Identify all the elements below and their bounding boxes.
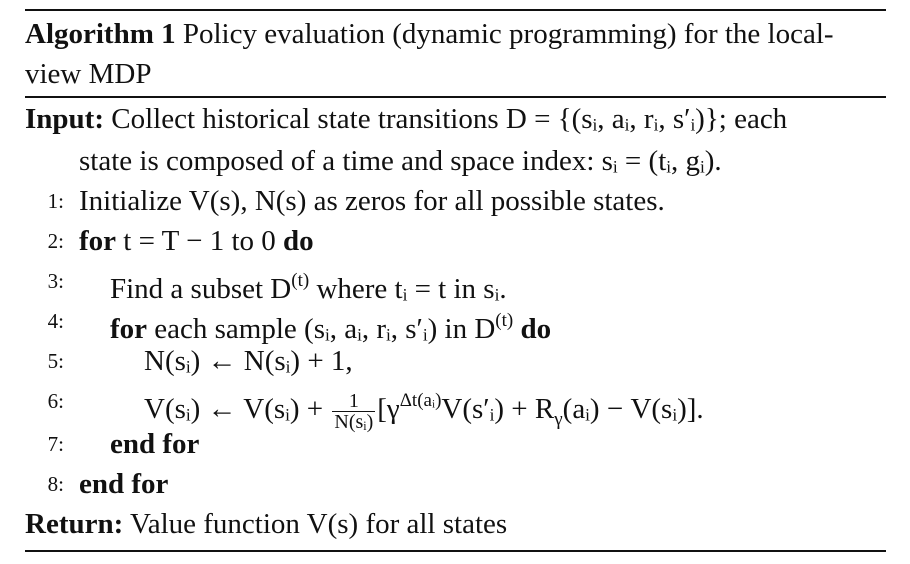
algorithm-line-7: end for [110,425,199,463]
line-text: V(sᵢ) ← V(sᵢ) + [144,393,331,425]
line-number: 2: [47,229,64,253]
line-text: N(sᵢ) ← N(sᵢ) + 1, [144,345,353,377]
line-text: Initialize V(s), N(s) as zeros for all p… [79,185,665,217]
algorithm-line-1: Initialize V(s), N(s) as zeros for all p… [79,182,665,220]
input-text-2: state is composed of a time and space in… [79,145,722,177]
algorithm-line-5: N(sᵢ) ← N(sᵢ) + 1, [144,342,353,380]
line-text: where tᵢ = t in sᵢ. [309,273,507,305]
line-number: 3: [47,269,64,293]
keyword-do: do [513,313,552,345]
line-text: each sample (sᵢ, aᵢ, rᵢ, s′ᵢ) in D [147,313,496,345]
superscript: (t) [495,310,514,331]
line-number: 4: [47,309,64,333]
input-line-continued: state is composed of a time and space in… [79,142,722,180]
input-label: Input: [25,103,104,135]
algorithm-line-2: for t = T − 1 to 0 do [79,222,314,260]
line-text: t = T − 1 to 0 [116,225,284,257]
keyword-end-for: end for [79,468,169,500]
input-text-1: Collect historical state transitions D =… [111,103,788,135]
line-text: [γ [377,393,400,425]
return-line: Return: Value function V(s) for all stat… [25,505,507,543]
caption-rule [25,96,886,98]
fraction-denominator: N(sᵢ) [334,410,374,433]
return-text: Value function V(s) for all states [130,508,508,540]
algorithm-line-4: for each sample (sᵢ, aᵢ, rᵢ, s′ᵢ) in D(t… [110,302,551,348]
algorithm-line-6: V(sᵢ) ← V(sᵢ) + 1 N(sᵢ) [γΔt(aᵢ)V(s′ᵢ) + R… [144,382,704,439]
line-text: (aᵢ) − V(sᵢ)]. [562,393,704,425]
keyword-do: do [283,225,314,257]
algorithm-caption: Algorithm 1 Policy evaluation (dynamic p… [25,14,886,94]
superscript: (t) [291,270,310,291]
keyword-for: for [79,225,117,257]
algorithm-line-3: Find a subset D(t) where tᵢ = t in sᵢ. [110,262,507,308]
top-rule [25,9,886,11]
keyword-end-for: end for [110,428,200,460]
fraction-numerator: 1 [332,391,376,412]
line-number: 1: [47,189,64,213]
line-number: 6: [47,389,64,413]
algorithm-title: Policy evaluation (dynamic programming) … [25,18,834,90]
line-number: 7: [47,432,64,456]
subscript: γ [554,408,563,430]
line-text: V(s′ᵢ) + R [441,393,555,425]
return-label: Return: [25,508,124,540]
fraction: 1 N(sᵢ) [332,391,376,433]
keyword-for: for [110,313,148,345]
algorithm-line-8: end for [79,465,168,503]
line-number: 8: [47,472,64,496]
bottom-rule [25,550,886,552]
line-text: Find a subset D [110,273,292,305]
algorithm-label: Algorithm 1 [25,18,176,50]
superscript: Δt(aᵢ) [399,390,442,411]
line-number: 5: [47,349,64,373]
input-line: Input: Collect historical state transiti… [25,100,787,138]
